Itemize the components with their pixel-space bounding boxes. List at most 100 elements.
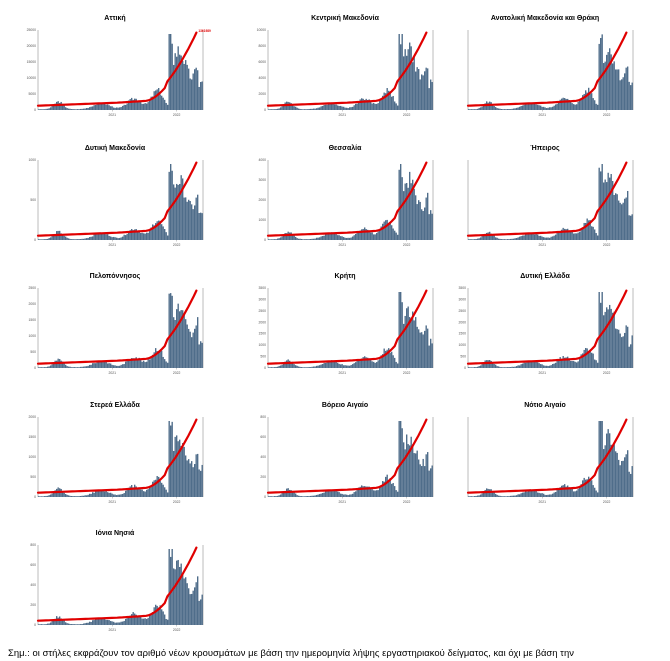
cumulative-line <box>36 31 198 107</box>
daily-bar <box>340 236 342 240</box>
daily-bar <box>177 303 179 368</box>
daily-bar <box>141 489 143 497</box>
daily-bar <box>107 234 109 240</box>
daily-bar <box>425 325 427 368</box>
daily-bar <box>278 495 280 497</box>
daily-bar <box>200 341 202 368</box>
daily-bar <box>547 365 549 368</box>
daily-bar <box>90 106 92 110</box>
daily-bar <box>558 489 560 497</box>
daily-bar <box>177 46 179 110</box>
daily-bar <box>60 488 62 497</box>
daily-bar <box>326 361 328 368</box>
daily-bar <box>358 232 360 240</box>
daily-bar <box>176 435 178 497</box>
daily-bar <box>344 237 346 240</box>
daily-bar <box>404 449 406 497</box>
daily-bar <box>83 366 85 368</box>
daily-bar <box>62 491 64 497</box>
daily-bar <box>368 486 370 497</box>
daily-bar <box>51 493 53 497</box>
daily-bar <box>149 100 151 110</box>
daily-bar <box>544 365 546 368</box>
daily-bar <box>484 489 486 497</box>
daily-bar <box>520 493 522 497</box>
daily-bar <box>565 229 567 240</box>
daily-bar <box>622 336 624 368</box>
daily-bar <box>571 360 573 368</box>
daily-bar <box>361 98 363 110</box>
daily-bar <box>588 476 590 497</box>
daily-bar <box>544 237 546 240</box>
daily-bar <box>71 109 73 110</box>
daily-bar <box>492 104 494 110</box>
daily-bar <box>161 224 163 240</box>
daily-bar <box>105 490 107 497</box>
daily-bar <box>580 354 582 368</box>
daily-bar <box>110 236 112 240</box>
daily-bar <box>329 234 331 240</box>
daily-bar <box>603 182 605 240</box>
daily-bar <box>92 492 94 497</box>
daily-bar <box>355 491 357 497</box>
daily-bar <box>48 108 50 110</box>
daily-bar <box>155 90 157 110</box>
x-tick-label: 2021 <box>338 243 346 247</box>
daily-bar <box>156 476 158 497</box>
daily-bar <box>120 494 122 497</box>
daily-bar <box>612 180 614 240</box>
daily-bar <box>299 238 301 240</box>
daily-bar <box>98 619 100 625</box>
daily-bar <box>65 494 67 497</box>
daily-bar <box>39 109 41 110</box>
daily-bar <box>317 494 319 497</box>
daily-bar <box>152 354 154 368</box>
daily-bar <box>38 624 40 625</box>
daily-bar <box>346 107 348 110</box>
daily-bar <box>347 237 349 240</box>
daily-bar <box>116 622 118 625</box>
daily-bar <box>292 104 294 110</box>
daily-bar <box>388 223 390 240</box>
daily-bar <box>529 489 531 497</box>
daily-bar <box>174 53 176 110</box>
daily-bar <box>504 109 506 110</box>
daily-bar <box>68 495 70 497</box>
daily-bar <box>430 79 432 110</box>
daily-bar <box>499 108 501 110</box>
daily-bar <box>598 421 600 497</box>
daily-bar <box>502 367 504 368</box>
daily-bar <box>201 594 203 625</box>
daily-bar <box>532 489 534 497</box>
daily-bar <box>176 309 178 368</box>
x-tick-label: 2021 <box>338 371 346 375</box>
daily-bar <box>89 107 91 110</box>
daily-bar <box>59 103 61 110</box>
daily-bar <box>189 331 191 368</box>
daily-bar <box>413 55 415 110</box>
daily-bar <box>86 366 88 368</box>
daily-bar <box>51 620 53 625</box>
daily-bar <box>389 352 391 368</box>
daily-bar <box>343 365 345 368</box>
daily-bar <box>158 220 160 240</box>
daily-bar <box>468 496 470 497</box>
daily-bar <box>307 109 309 110</box>
daily-bar <box>128 232 130 240</box>
daily-bar <box>269 367 271 368</box>
daily-bar <box>144 233 146 240</box>
daily-bar <box>99 618 101 625</box>
cumulative-line <box>36 546 198 622</box>
daily-bar <box>388 348 390 368</box>
chart-svg: 2021 2022 <box>466 30 634 117</box>
daily-bar <box>41 367 43 368</box>
daily-bar <box>394 486 396 497</box>
daily-bar <box>495 493 497 497</box>
daily-bar <box>60 233 62 240</box>
daily-bar <box>284 361 286 368</box>
daily-bar <box>128 617 130 625</box>
daily-bar <box>481 493 483 497</box>
daily-bar <box>589 480 591 497</box>
daily-bar <box>403 442 405 497</box>
daily-bar <box>556 360 558 368</box>
